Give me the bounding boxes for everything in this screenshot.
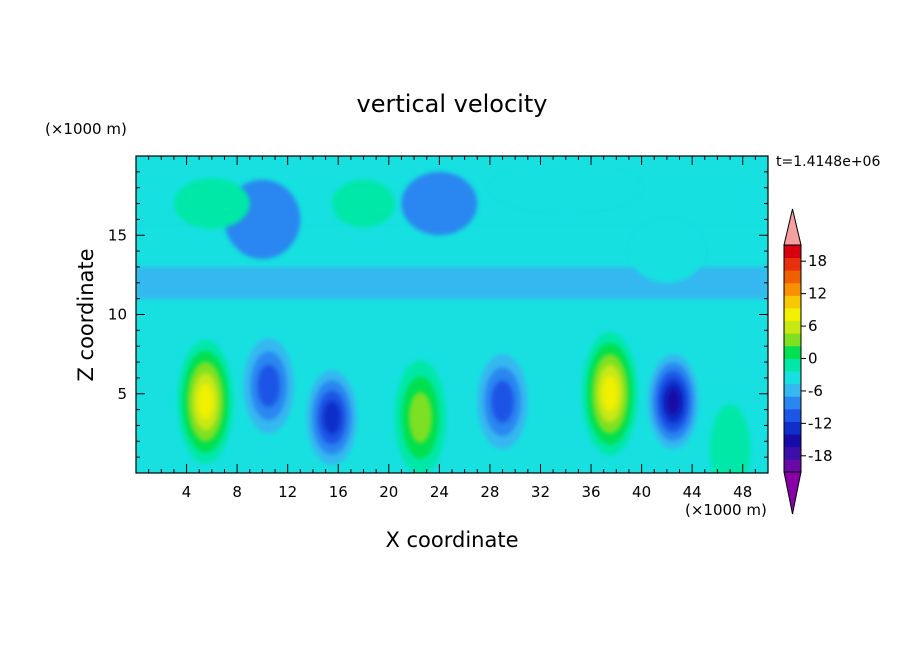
colorbar-segment: [784, 421, 801, 435]
x-tick-label: 40: [632, 483, 651, 501]
colorbar-over-triangle: [783, 208, 802, 246]
colorbar-tick-label: 12: [808, 285, 827, 303]
colorbar-tick-label: 18: [808, 252, 827, 270]
colorbar-segment: [784, 434, 801, 448]
x-tick-label: 28: [480, 483, 499, 501]
downdraft-cell: [243, 338, 294, 434]
downdraft-cell: [647, 354, 699, 450]
colorbar-tick-label: -6: [808, 382, 823, 400]
colorbar-segment: [784, 282, 801, 296]
colorbar-segment: [784, 446, 801, 460]
contour-level: [665, 388, 681, 416]
field-patch: [489, 163, 642, 212]
y-tick-label: 5: [117, 385, 127, 403]
colorbar-segment: [784, 408, 801, 422]
colorbar-segment: [784, 459, 801, 473]
colorbar-tick-label: -12: [808, 414, 833, 432]
colorbar-segment: [784, 308, 801, 322]
colorbar: 18 12 6 0 -6 -12 -18: [783, 208, 833, 515]
x-tick-label: 16: [329, 483, 348, 501]
colorbar-segment: [784, 245, 801, 259]
x-tick-label: 24: [430, 483, 449, 501]
colorbar-segment: [784, 383, 801, 397]
field-patch: [628, 219, 705, 283]
updraft-cell: [172, 328, 239, 473]
colorbar-segment: [784, 333, 801, 347]
x-tick-label: 20: [379, 483, 398, 501]
colorbar-segment: [784, 371, 801, 385]
contour-level: [323, 400, 341, 435]
field-patch: [173, 178, 250, 229]
downdraft-cell: [477, 354, 528, 450]
colorbar-tick-label: 0: [808, 350, 818, 368]
chart-title: vertical velocity: [357, 90, 548, 118]
colorbar-segment: [784, 320, 801, 334]
contour-level: [408, 392, 432, 443]
colorbar-segment: [784, 270, 801, 284]
time-label: t=1.4148e+06: [776, 154, 880, 170]
x-axis-unit: (×1000 m): [685, 501, 767, 519]
field-patch: [401, 171, 478, 236]
contour-level: [491, 380, 514, 423]
y-tick-label: 15: [108, 226, 127, 244]
contour-level: [257, 364, 280, 407]
x-tick-label: 32: [531, 483, 550, 501]
x-tick-label: 44: [683, 483, 702, 501]
downdraft-cell: [306, 369, 358, 466]
colorbar-segment: [784, 257, 801, 271]
contour-level: [602, 376, 618, 412]
x-tick-label: 8: [232, 483, 242, 501]
colorbar-segment: [784, 396, 801, 410]
colorbar-tick-label: 6: [808, 317, 818, 335]
x-tick-label: 12: [278, 483, 297, 501]
colorbar-under-triangle: [783, 471, 802, 515]
colorbar-segment: [784, 345, 801, 359]
colorbar-segment: [784, 358, 801, 372]
contour-level: [709, 404, 751, 473]
field-patch: [331, 179, 396, 228]
colorbar-tick-label: -18: [808, 447, 833, 465]
x-tick-label: 36: [581, 483, 600, 501]
updraft-cell: [387, 344, 454, 473]
updraft-cell: [697, 376, 763, 473]
x-axis-label: X coordinate: [385, 528, 518, 552]
updraft-cell: [577, 320, 643, 467]
y-axis-unit: (×1000 m): [45, 120, 127, 138]
y-axis-label: Z coordinate: [74, 248, 98, 381]
contour-field: [136, 156, 768, 473]
colorbar-segment: [784, 295, 801, 309]
contour-level: [197, 383, 214, 420]
y-tick-label: 10: [108, 306, 127, 324]
x-tick-label: 4: [182, 483, 192, 501]
x-tick-label: 48: [733, 483, 752, 501]
